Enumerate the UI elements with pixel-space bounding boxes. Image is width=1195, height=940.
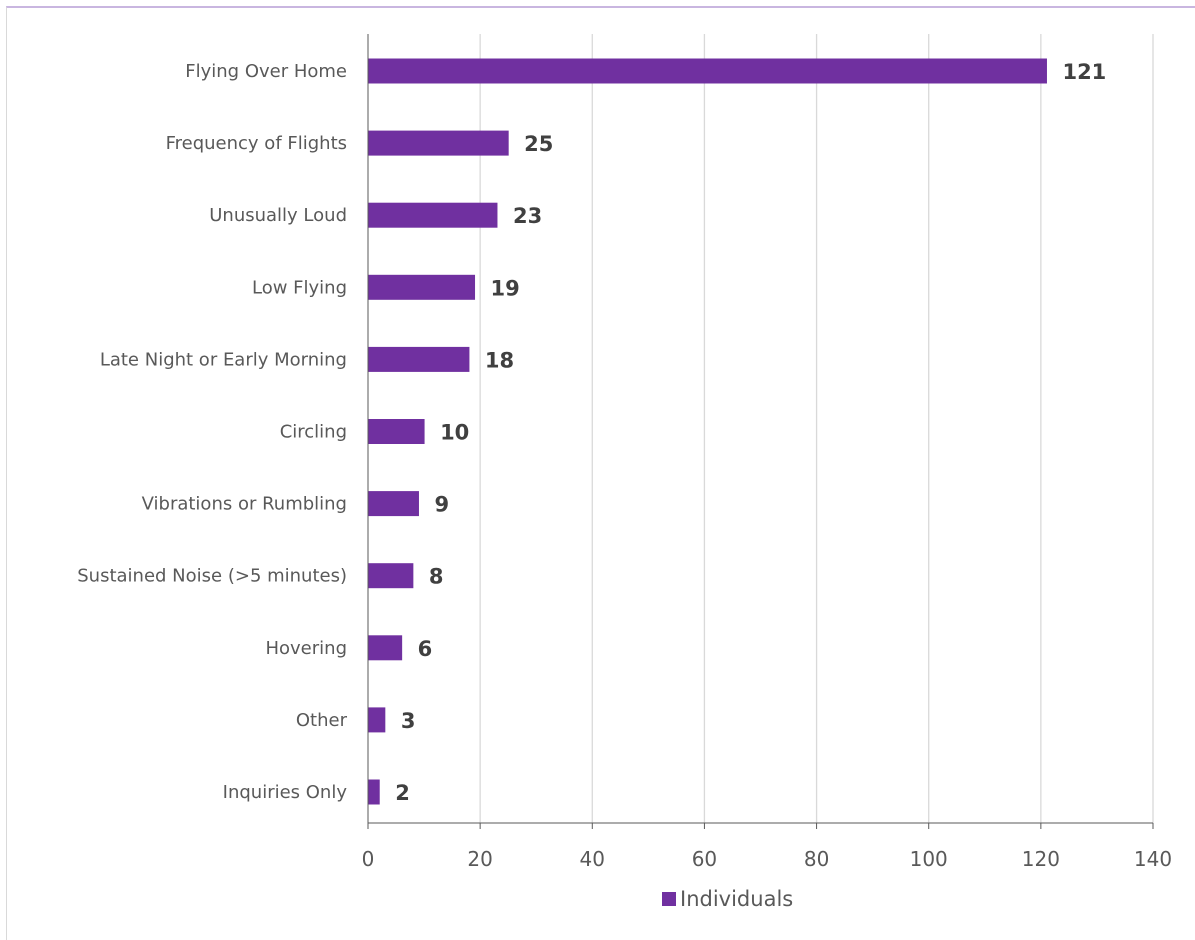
data-label: 3	[401, 709, 416, 733]
category-label: Sustained Noise (>5 minutes)	[77, 566, 347, 587]
bar	[368, 779, 380, 805]
data-label: 9	[434, 493, 449, 517]
data-label: 121	[1062, 60, 1106, 84]
category-label: Unusually Loud	[209, 205, 347, 226]
category-label: Other	[296, 710, 348, 731]
bar	[368, 346, 470, 372]
legend: Individuals	[662, 887, 793, 911]
data-label: 10	[440, 421, 469, 445]
bar	[368, 491, 419, 517]
x-tick-label: 80	[804, 847, 829, 871]
data-label: 18	[485, 348, 514, 372]
bar	[368, 58, 1047, 84]
category-label: Hovering	[265, 638, 347, 659]
x-tick-label: 40	[580, 847, 605, 871]
category-label: Frequency of Flights	[166, 133, 347, 154]
bar	[368, 130, 509, 156]
data-labels: 121 25 23 19 18 10 9 8 6 3 2	[395, 60, 1106, 805]
bar	[368, 274, 476, 300]
data-label: 19	[491, 276, 520, 300]
x-tick-label: 0	[362, 847, 375, 871]
bar	[368, 563, 414, 589]
legend-swatch	[662, 892, 676, 906]
category-label: Circling	[280, 422, 347, 443]
data-label: 25	[524, 132, 553, 156]
gridlines	[479, 34, 1154, 823]
category-label: Inquiries Only	[223, 782, 348, 803]
category-label: Vibrations or Rumbling	[142, 494, 347, 515]
chart-frame	[6, 6, 1195, 940]
bar	[368, 202, 498, 228]
x-tick-label: 100	[910, 847, 948, 871]
category-labels: Flying Over Home Frequency of Flights Unus…	[77, 61, 347, 803]
bar	[368, 635, 403, 661]
x-tick-label: 20	[467, 847, 492, 871]
data-label: 6	[418, 637, 433, 661]
data-label: 8	[429, 565, 444, 589]
bar	[368, 419, 425, 444]
bars	[368, 58, 1047, 805]
category-label: Late Night or Early Morning	[100, 349, 347, 370]
legend-label: Individuals	[680, 887, 793, 911]
x-tick-label: 140	[1134, 847, 1172, 871]
category-label: Flying Over Home	[185, 61, 347, 82]
data-label: 2	[395, 781, 410, 805]
x-axis: 0 20 40 60 80 100 120 140	[362, 34, 1172, 871]
x-tick-label: 60	[692, 847, 717, 871]
bar	[368, 707, 386, 733]
data-label: 23	[513, 204, 542, 228]
x-tick-label: 120	[1022, 847, 1060, 871]
category-label: Low Flying	[252, 277, 347, 298]
